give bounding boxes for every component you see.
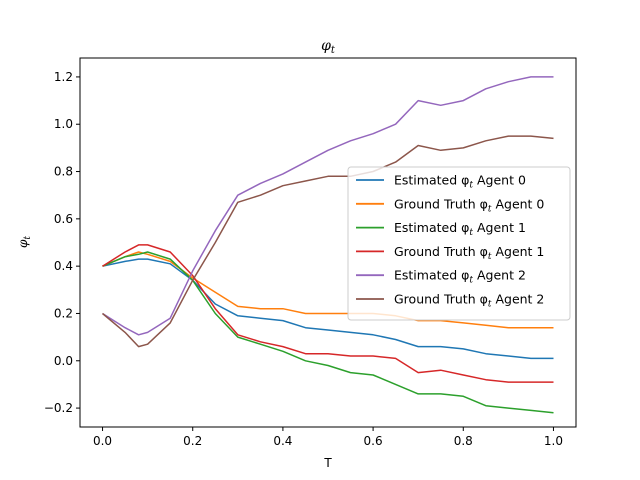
x-tick-label: 0.2 — [183, 434, 202, 448]
y-tick-label: 0.8 — [54, 165, 73, 179]
legend-label-0: Estimated φt Agent 0 — [394, 173, 526, 191]
y-tick-label: 0.4 — [54, 259, 73, 273]
y-axis-ticks: −0.2 0.0 0.2 0.4 0.6 0.8 1.0 1.2 — [44, 70, 80, 415]
legend-frame — [347, 166, 571, 321]
y-tick-label: 0.6 — [54, 212, 73, 226]
series-line-5 — [102, 135, 554, 348]
y-tick-label: 1.2 — [54, 70, 73, 84]
legend-label-4: Estimated φt Agent 2 — [394, 268, 526, 286]
legend-label-3: Ground Truth φt Agent 1 — [394, 244, 544, 262]
x-tick-label: 0.4 — [273, 434, 292, 448]
series-line-0 — [102, 258, 554, 360]
x-tick-label: 0.8 — [454, 434, 473, 448]
series-line-1 — [102, 251, 554, 329]
y-tick-label: −0.2 — [44, 401, 73, 415]
legend-label-5: Ground Truth φt Agent 2 — [394, 292, 544, 310]
plot-frame — [79, 57, 577, 428]
x-axis-label: T — [323, 456, 332, 470]
y-tick-label: 1.0 — [54, 117, 73, 131]
x-tick-label: 0.6 — [364, 434, 383, 448]
plot-lines — [102, 76, 554, 414]
legend: Estimated φt Agent 0 Ground Truth φt Agen… — [347, 166, 571, 321]
x-tick-label: 1.0 — [544, 434, 563, 448]
legend-label-2: Estimated φt Agent 1 — [394, 220, 526, 238]
series-line-2 — [102, 251, 554, 414]
series-line-3 — [102, 244, 554, 383]
series-line-4 — [102, 76, 554, 336]
x-tick-label: 0.0 — [93, 434, 112, 448]
y-axis-label: φt — [16, 236, 33, 248]
legend-label-1: Ground Truth φt Agent 0 — [394, 196, 544, 214]
x-axis-ticks: 0.0 0.2 0.4 0.6 0.8 1.0 — [93, 427, 563, 448]
y-tick-label: 0.0 — [54, 354, 73, 368]
chart-title: φt — [321, 38, 336, 56]
svg-text:φt: φt — [16, 236, 33, 248]
y-tick-label: 0.2 — [54, 306, 73, 320]
